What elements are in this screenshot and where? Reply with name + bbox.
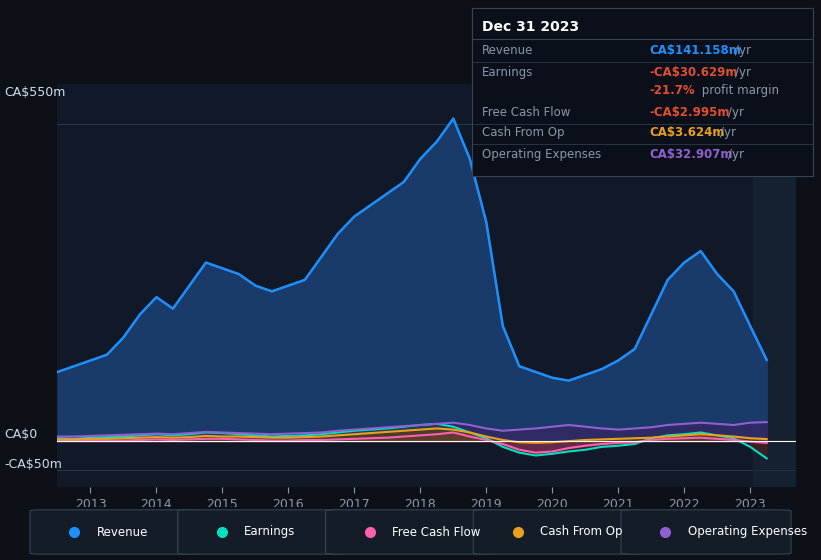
Text: Earnings: Earnings bbox=[482, 66, 534, 79]
Text: profit margin: profit margin bbox=[698, 84, 778, 97]
Text: CA$0: CA$0 bbox=[4, 427, 37, 441]
FancyBboxPatch shape bbox=[30, 510, 200, 554]
Text: Revenue: Revenue bbox=[97, 525, 148, 539]
FancyBboxPatch shape bbox=[474, 510, 644, 554]
Text: CA$550m: CA$550m bbox=[4, 86, 66, 99]
Text: Cash From Op: Cash From Op bbox=[482, 126, 565, 139]
Text: Operating Expenses: Operating Expenses bbox=[482, 148, 602, 161]
Text: Free Cash Flow: Free Cash Flow bbox=[482, 106, 571, 119]
Text: -21.7%: -21.7% bbox=[649, 84, 695, 97]
Text: Revenue: Revenue bbox=[482, 44, 534, 57]
Bar bbox=[754, 84, 796, 487]
FancyBboxPatch shape bbox=[325, 510, 496, 554]
Text: Dec 31 2023: Dec 31 2023 bbox=[482, 20, 580, 34]
Text: /yr: /yr bbox=[735, 66, 751, 79]
Text: CA$32.907m: CA$32.907m bbox=[649, 148, 733, 161]
Text: CA$141.158m: CA$141.158m bbox=[649, 44, 741, 57]
Text: CA$3.624m: CA$3.624m bbox=[649, 126, 725, 139]
Text: -CA$30.629m: -CA$30.629m bbox=[649, 66, 738, 79]
FancyBboxPatch shape bbox=[621, 510, 791, 554]
Text: /yr: /yr bbox=[720, 126, 736, 139]
FancyBboxPatch shape bbox=[178, 510, 348, 554]
Text: Free Cash Flow: Free Cash Flow bbox=[392, 525, 480, 539]
Text: Cash From Op: Cash From Op bbox=[540, 525, 622, 539]
Text: /yr: /yr bbox=[727, 148, 744, 161]
Text: -CA$50m: -CA$50m bbox=[4, 458, 62, 472]
Text: /yr: /yr bbox=[727, 106, 744, 119]
Text: Earnings: Earnings bbox=[245, 525, 296, 539]
Text: Operating Expenses: Operating Expenses bbox=[688, 525, 807, 539]
Text: -CA$2.995m: -CA$2.995m bbox=[649, 106, 730, 119]
Text: /yr: /yr bbox=[735, 44, 751, 57]
